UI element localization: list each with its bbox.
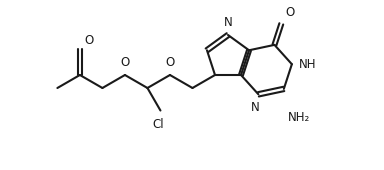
Text: N: N xyxy=(223,16,232,29)
Text: O: O xyxy=(120,56,129,69)
Text: N: N xyxy=(251,101,260,114)
Text: Cl: Cl xyxy=(152,117,164,131)
Text: O: O xyxy=(166,56,175,69)
Text: NH: NH xyxy=(299,58,316,71)
Text: NH₂: NH₂ xyxy=(288,111,310,124)
Text: O: O xyxy=(285,6,295,19)
Text: O: O xyxy=(84,34,93,47)
